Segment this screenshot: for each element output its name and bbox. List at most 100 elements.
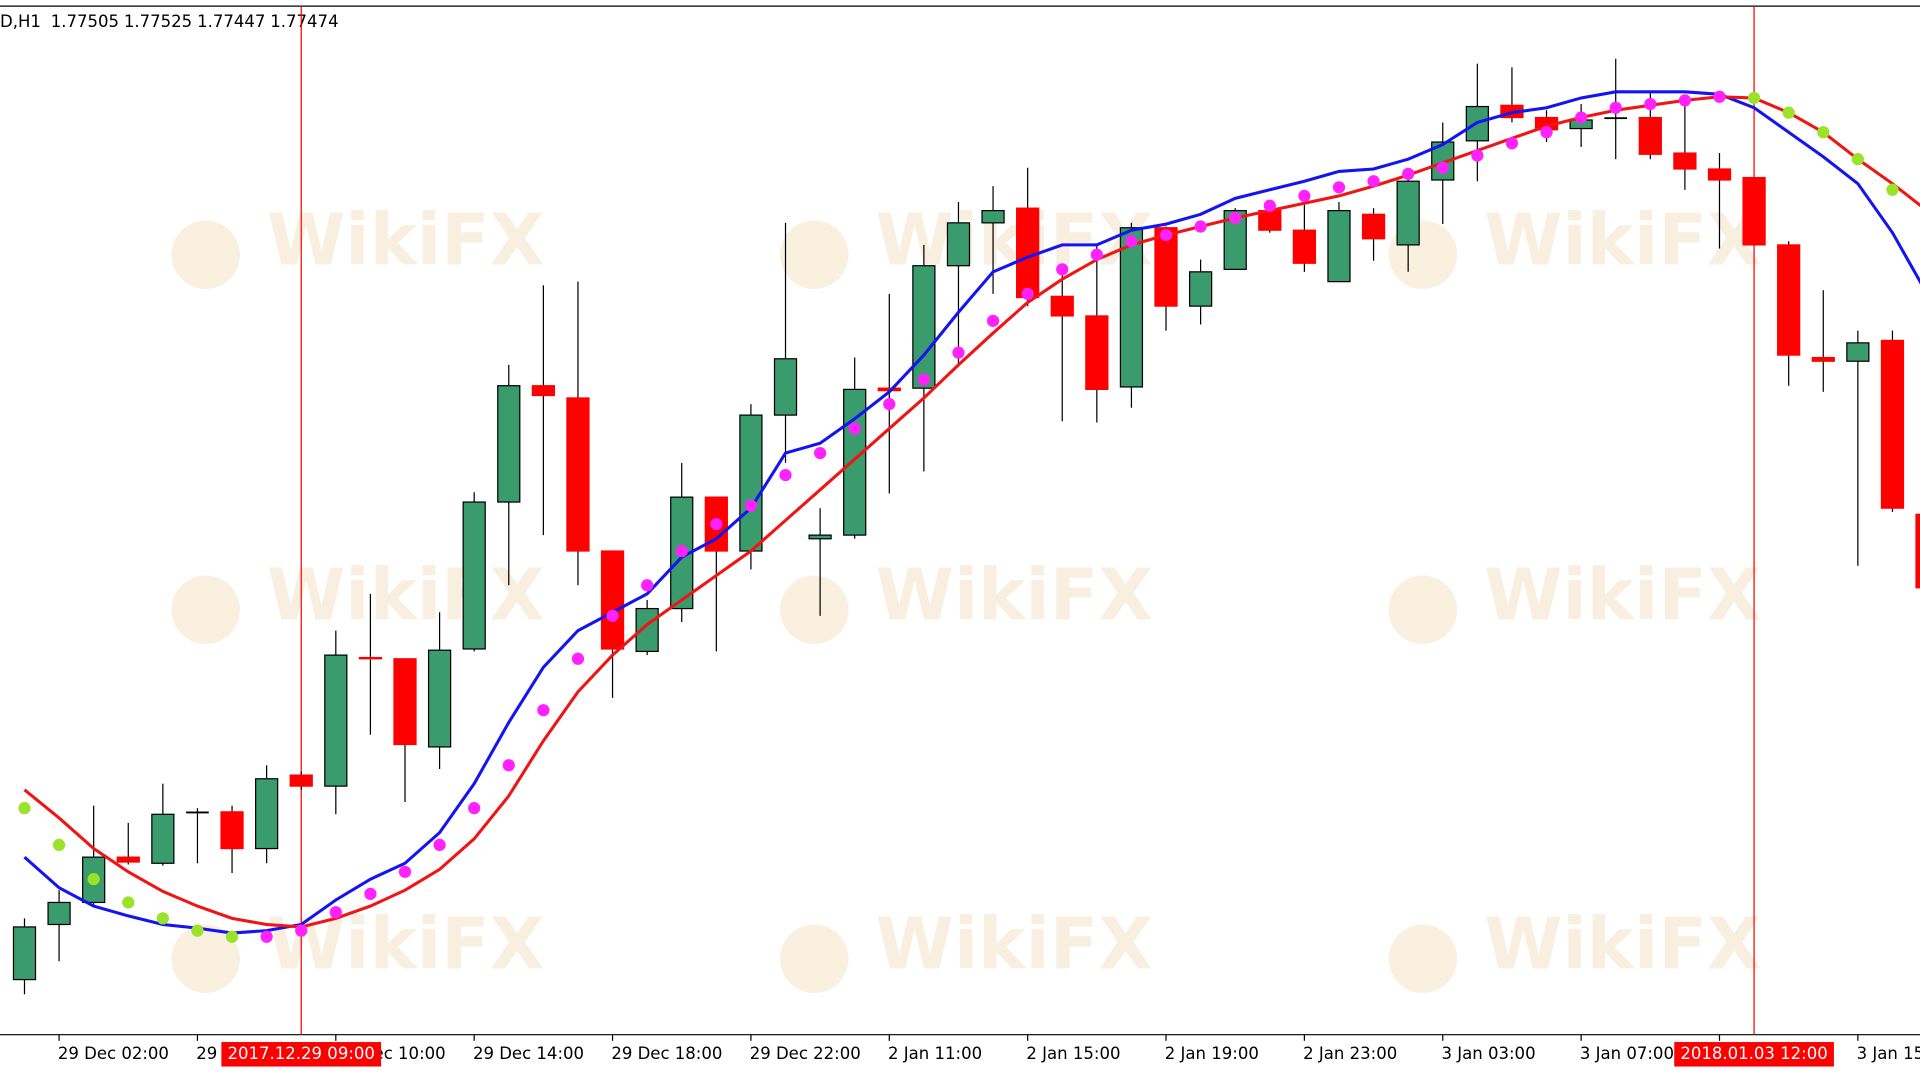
x-tick-label: 2 Jan 11:00 <box>888 1044 982 1063</box>
indicator-dot <box>1194 220 1207 233</box>
indicator-dot <box>571 652 585 665</box>
candle-body <box>255 778 279 850</box>
indicator-dot <box>1229 211 1242 225</box>
candle-body <box>1846 342 1870 362</box>
indicator-dot <box>398 865 412 878</box>
candle-body <box>1188 271 1213 307</box>
indicator-dot <box>225 930 239 943</box>
indicator-dot <box>1575 111 1588 124</box>
candle-body <box>1811 356 1835 362</box>
x-tick-label: 3 Jan 03:00 <box>1442 1044 1536 1063</box>
indicator-dot <box>1021 287 1034 301</box>
indicator-dot <box>1747 91 1761 105</box>
candle-body <box>1673 152 1697 170</box>
symbol: D,H1 <box>0 12 41 31</box>
candle-body <box>47 901 71 926</box>
indicator-dot <box>1713 90 1726 103</box>
candle-body <box>773 358 798 416</box>
candle-body <box>808 534 832 540</box>
indicator-dot <box>1090 248 1103 261</box>
watermark-logo <box>1388 924 1458 994</box>
indicator-dot <box>779 468 792 482</box>
candle-body <box>393 658 417 746</box>
candle-body <box>1431 141 1455 181</box>
x-tick-label: 3 Jan 15:00 <box>1857 1044 1920 1063</box>
indicator-dot <box>1644 97 1657 111</box>
indicator-dot <box>1056 263 1069 276</box>
candle-body <box>912 265 936 389</box>
candle-body <box>186 811 209 814</box>
indicator-dot <box>1886 183 1899 196</box>
moving-average <box>23 95 1920 929</box>
indicator-dot <box>813 446 827 460</box>
candle-body <box>1327 210 1351 283</box>
header: D,H1 1.77505 1.77525 1.77447 1.77474 <box>0 12 339 31</box>
candle-body <box>462 501 486 650</box>
candle-body <box>1742 176 1766 246</box>
indicator-dot <box>1782 106 1795 119</box>
indicator-dot <box>883 397 896 411</box>
candle-body <box>1638 116 1662 155</box>
candle-body <box>151 813 175 864</box>
indicator-dot <box>952 346 965 359</box>
indicator-dot <box>537 704 550 717</box>
candle-body <box>1085 315 1109 391</box>
header-value: 1.77505 <box>51 12 119 31</box>
moving-average <box>23 90 1920 935</box>
indicator-dot <box>433 838 446 852</box>
watermark-logo <box>1388 575 1458 645</box>
indicator-dot <box>1817 126 1830 139</box>
indicator-dot <box>1678 94 1692 107</box>
candle-body <box>1604 117 1628 120</box>
candle-body <box>497 385 521 503</box>
candle-body <box>566 397 590 552</box>
marker-label: 2018.01.03 12:00 <box>1680 1044 1827 1063</box>
indicator-dot <box>260 930 273 943</box>
watermark: WikiFX <box>1484 903 1762 986</box>
candle-body <box>324 654 348 787</box>
watermark: WikiFX <box>267 554 545 637</box>
watermark: WikiFX <box>267 198 545 281</box>
indicator-dot <box>1332 181 1346 194</box>
candle-body <box>981 210 1005 224</box>
x-tick-label: 2 Jan 19:00 <box>1165 1044 1259 1063</box>
x-tick-label: 2 Jan 23:00 <box>1303 1044 1397 1063</box>
watermark: WikiFX <box>1484 554 1762 637</box>
indicator-dot <box>1402 167 1415 181</box>
candle-body <box>1292 229 1317 264</box>
candle-body <box>1396 180 1420 246</box>
candle-body <box>12 926 37 981</box>
indicator-dot <box>1505 137 1519 150</box>
marker-label: 2017.12.29 09:00 <box>228 1044 375 1063</box>
candle-body <box>1050 295 1074 317</box>
indicator-dot <box>1540 126 1553 139</box>
marker-label-bg <box>1674 1042 1834 1067</box>
candle-body <box>739 414 763 552</box>
watermark-logo <box>171 575 241 645</box>
indicator-dot <box>295 924 308 937</box>
indicator-dot <box>18 802 31 815</box>
indicator-dot <box>1125 235 1138 248</box>
candle-body <box>427 649 452 748</box>
indicator-dot <box>606 609 619 623</box>
indicator-dot <box>156 912 169 925</box>
indicator-dot <box>917 373 931 386</box>
x-tick-label: 29 Dec 22:00 <box>750 1044 861 1063</box>
indicator-dot <box>364 887 377 901</box>
candle-body <box>289 774 313 787</box>
candle-body <box>1119 227 1144 388</box>
candle-body <box>600 550 625 650</box>
indicator-dot <box>1851 153 1864 166</box>
watermarks: WikiFX WikiFX WikiFX WikiFX WikiFX WikiFX Wiki… <box>171 198 1762 994</box>
candle-body <box>946 222 971 267</box>
candle-body <box>1880 339 1905 509</box>
candle-body <box>1223 210 1247 271</box>
candle-body <box>1707 168 1732 181</box>
x-tick-label: 29 Dec 18:00 <box>611 1044 722 1063</box>
watermark: WikiFX <box>267 903 545 986</box>
header-value: 1.77447 <box>197 12 265 31</box>
indicator-dot <box>468 802 481 815</box>
